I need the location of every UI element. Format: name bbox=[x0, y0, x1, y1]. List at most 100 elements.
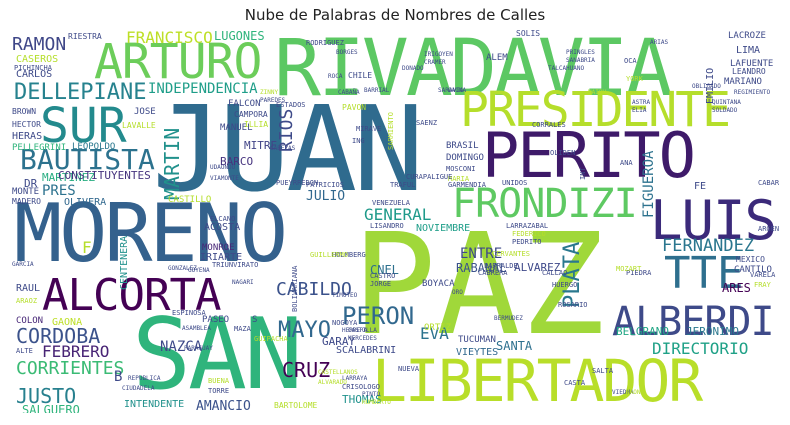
word: NUEVA bbox=[398, 365, 420, 373]
word: PERON bbox=[342, 302, 415, 330]
word: ASTRA bbox=[632, 99, 651, 106]
word: VIEDMA bbox=[612, 389, 634, 396]
word: TALCAHUANO bbox=[548, 65, 585, 72]
word: CORDOBA bbox=[16, 324, 101, 348]
word: CABAÑA bbox=[338, 89, 360, 96]
word: CABARONES bbox=[758, 179, 779, 187]
word: JORGE bbox=[370, 280, 392, 288]
word: ARTURO bbox=[94, 34, 262, 90]
word: CRISOLOGO bbox=[342, 383, 380, 391]
word: ESPINOSA bbox=[172, 309, 206, 317]
word: PRES bbox=[42, 183, 76, 199]
word: MANUEL bbox=[220, 123, 253, 133]
word: CASTRO bbox=[370, 272, 396, 280]
word: LEOPOLDO bbox=[72, 142, 116, 152]
word: BROWN bbox=[12, 107, 37, 116]
word: CNEL bbox=[370, 263, 399, 277]
word: MERCEDES bbox=[348, 335, 377, 342]
word: RAUL bbox=[16, 283, 41, 294]
word: DONADO bbox=[402, 65, 424, 72]
word: ACOSTA bbox=[204, 222, 241, 233]
word: GAONA bbox=[52, 317, 83, 328]
word: FE bbox=[694, 181, 707, 192]
word: NAZCA bbox=[160, 339, 203, 355]
word: MEXICO bbox=[736, 255, 765, 264]
word: PRINGLES bbox=[566, 49, 595, 56]
word: JOSE bbox=[134, 107, 156, 117]
word: SANABRIA bbox=[566, 57, 595, 64]
word: ARAOZ bbox=[16, 297, 38, 305]
word: PELLEGRINI bbox=[12, 143, 67, 153]
word: UDAONDO bbox=[210, 164, 236, 171]
word: B bbox=[114, 369, 123, 385]
word: GARAY bbox=[322, 335, 356, 348]
word: SANTA bbox=[496, 339, 533, 353]
word: PERITO bbox=[482, 119, 696, 192]
word: CALLAO bbox=[542, 269, 568, 277]
word: TRAFUL bbox=[390, 181, 416, 189]
word: SALGUERO bbox=[22, 403, 80, 413]
word: PINTO bbox=[362, 391, 381, 398]
word: SARMIENTO bbox=[387, 112, 395, 150]
word: NAGARI bbox=[232, 279, 254, 286]
word: INDEPENDENCIA bbox=[148, 81, 258, 97]
word: LEANDRO bbox=[732, 67, 766, 76]
word: YORK bbox=[626, 75, 643, 83]
word: CARLOS bbox=[16, 69, 53, 80]
word: FRONDIZI bbox=[452, 181, 638, 227]
word: ORO bbox=[452, 289, 463, 296]
word: SUR bbox=[40, 98, 127, 154]
word: PATRICIOS bbox=[306, 181, 344, 189]
word: NOVIEMBRE bbox=[416, 223, 471, 234]
word: CIUDADELA bbox=[122, 385, 155, 392]
word: ENTRE bbox=[460, 246, 503, 262]
word: HUERGO bbox=[552, 281, 578, 289]
word: BELGRANO bbox=[616, 325, 669, 338]
word: BORGES bbox=[336, 49, 358, 56]
word: DR bbox=[24, 177, 38, 190]
word: CORRIENTES bbox=[16, 358, 125, 379]
word: SALTA bbox=[592, 367, 614, 375]
word: BUENA bbox=[208, 377, 230, 385]
word: GAONA bbox=[448, 87, 467, 94]
word: QUINTANA bbox=[712, 99, 741, 106]
word: FALCON bbox=[228, 99, 261, 109]
word: ORTIZ bbox=[424, 323, 452, 333]
word: CABEZAS bbox=[270, 145, 296, 152]
word: JUAN bbox=[152, 80, 424, 218]
word: CRUZ bbox=[282, 358, 331, 382]
word: PAREDES bbox=[260, 97, 286, 104]
word: ROSARIO bbox=[558, 301, 588, 309]
word: BOLIVARIANA bbox=[291, 265, 299, 312]
word: MITRE bbox=[244, 139, 278, 152]
word: FEBRERO bbox=[42, 342, 110, 361]
word: ANA bbox=[620, 159, 633, 167]
word: VIEYTES bbox=[456, 347, 499, 358]
word: TIMOTEO bbox=[332, 292, 358, 299]
word: REGIMIENTO bbox=[734, 89, 771, 96]
word: PUEYRREDON bbox=[276, 179, 319, 187]
word: REPUBLICA bbox=[128, 375, 161, 382]
word: JUSTO bbox=[16, 384, 77, 408]
word: CENTENERA bbox=[119, 235, 130, 290]
word: RIESTRA bbox=[68, 32, 102, 41]
word: CAMPORA bbox=[234, 110, 268, 119]
word: CORRALES bbox=[532, 121, 566, 129]
word: CASEROS bbox=[16, 54, 59, 65]
word: ALEM bbox=[486, 53, 508, 63]
word: AMANCIO bbox=[196, 399, 251, 413]
word: CASTILLA bbox=[348, 327, 377, 334]
word: PAVON bbox=[342, 103, 367, 112]
word: OBLIGADO bbox=[692, 83, 721, 90]
word: GENERAL bbox=[364, 205, 432, 224]
word: ZINNY bbox=[260, 89, 279, 96]
word: BERMUDEZ bbox=[494, 315, 523, 322]
word: BARRIAL bbox=[364, 87, 390, 94]
word: INT bbox=[579, 167, 587, 180]
word: ASAMBLEA bbox=[182, 325, 211, 332]
word: DIRECTORIO bbox=[652, 339, 749, 358]
word: LAFUENTE bbox=[730, 59, 774, 69]
word: HERRERA bbox=[342, 327, 368, 334]
word: SCALABRINI bbox=[336, 345, 397, 356]
word: CURAPALIGUE bbox=[406, 173, 453, 181]
